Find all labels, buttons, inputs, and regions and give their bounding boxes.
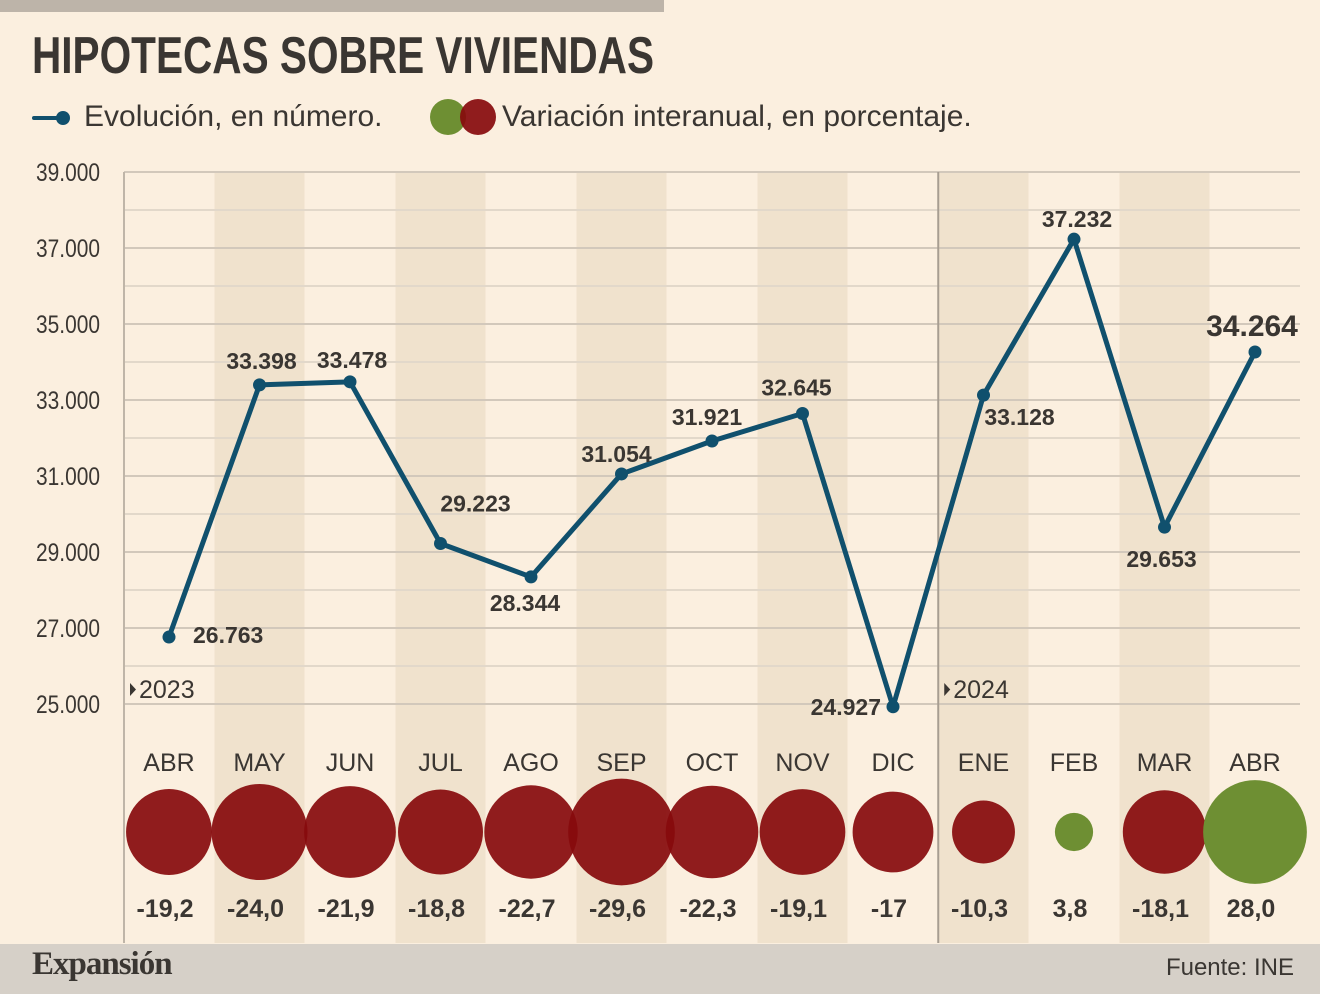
data-point-label: 33.398 [226,348,297,374]
negative-change-bubble [665,785,759,879]
data-point-label: 24.927 [811,694,881,720]
change-label: 3,8 [1053,895,1088,923]
data-point-label: 31.054 [581,441,652,467]
change-label: -10,3 [951,895,1008,923]
data-point [162,630,176,644]
legend-line-dot [56,111,70,125]
change-label: -17 [871,895,907,923]
data-point [1248,345,1262,359]
month-label: ENE [958,749,1009,777]
month-label: FEB [1050,749,1099,777]
data-point [886,700,900,714]
change-label: -22,7 [499,895,556,923]
change-label: -18,1 [1132,895,1189,923]
data-point-label: 32.645 [761,374,832,400]
series-line [166,236,1258,710]
y-tick-label: 27.000 [36,615,100,643]
data-point [434,537,447,551]
chart-canvas: 2023 2024 39.000 37.000 35.000 33.000 31.000 29… [36,159,1307,943]
legend-line-label: Evolución, en número. [84,100,383,133]
month-label: JUL [418,749,463,777]
positive-change-bubble [1203,780,1307,884]
month-label: JUN [326,749,375,777]
data-point-label: 37.232 [1042,206,1112,232]
negative-change-bubble [852,791,934,873]
data-point [524,570,538,584]
footer: Expansión Fuente: INE [0,944,1320,994]
change-label: -19,2 [137,895,194,923]
month-label: SEP [596,749,646,777]
change-label: -21,9 [318,895,375,923]
negative-change-bubble [304,786,396,878]
data-point [343,375,357,389]
y-tick-label: 33.000 [36,387,100,415]
negative-change-bubble [759,789,846,875]
negative-change-bubble [484,785,578,879]
data-point [977,388,990,402]
month-label: ABR [1229,749,1280,777]
month-label: DIC [871,749,914,777]
y-tick-label: 37.000 [36,235,100,263]
negative-change-bubble [1122,790,1207,874]
change-label: 28,0 [1227,895,1276,923]
data-point-label: 33.478 [317,347,388,373]
data-point [705,434,719,448]
month-label: AGO [503,749,559,777]
y-tick-label: 29.000 [36,539,100,567]
legend-negative-bubble [460,99,496,135]
data-point [253,378,266,392]
data-point [615,467,628,481]
chart-title: HIPOTECAS SOBRE VIVIENDAS [32,27,655,85]
data-point-label: 28.344 [490,590,561,616]
y-tick-label: 39.000 [36,159,100,187]
negative-change-bubble [398,789,483,875]
change-label: -22,3 [680,895,737,923]
month-label: MAY [233,749,286,777]
data-point-label: 29.653 [1126,546,1196,572]
year-label: 2024 [953,676,1009,704]
negative-change-bubble [568,778,675,886]
change-label: -18,8 [408,895,465,923]
positive-change-bubble [1054,812,1094,852]
year-label: 2023 [139,676,195,704]
data-point-label: 33.128 [984,404,1055,430]
change-label: -24,0 [227,895,284,923]
y-tick-label: 25.000 [36,691,100,719]
data-point [1158,520,1171,534]
data-point-label: 29.223 [440,491,510,517]
negative-change-bubble [211,783,308,881]
data-point-label: 26.763 [193,622,263,648]
negative-change-bubble [126,789,212,875]
year-marker-triangle [130,683,136,696]
top-accent-bar [0,0,664,12]
data-point-label: 31.921 [672,404,743,430]
data-point-label: 34.264 [1206,310,1298,343]
change-label: -19,1 [770,895,827,923]
legend-bubble-label: Variación interanual, en porcentaje. [502,100,972,133]
brand-logo: Expansión [32,946,173,982]
month-label: NOV [775,749,830,777]
data-point [1067,232,1081,246]
year-marker-triangle [944,683,951,696]
month-label: ABR [143,749,194,777]
month-label: MAR [1137,749,1193,777]
legend-line-swatch [32,116,62,120]
y-tick-label: 35.000 [36,311,100,339]
data-point [796,406,809,420]
negative-change-bubble [952,800,1015,864]
y-tick-label: 31.000 [36,463,100,491]
source-note: Fuente: INE [1165,954,1294,981]
month-label: OCT [686,749,739,777]
change-label: -29,6 [589,895,646,923]
